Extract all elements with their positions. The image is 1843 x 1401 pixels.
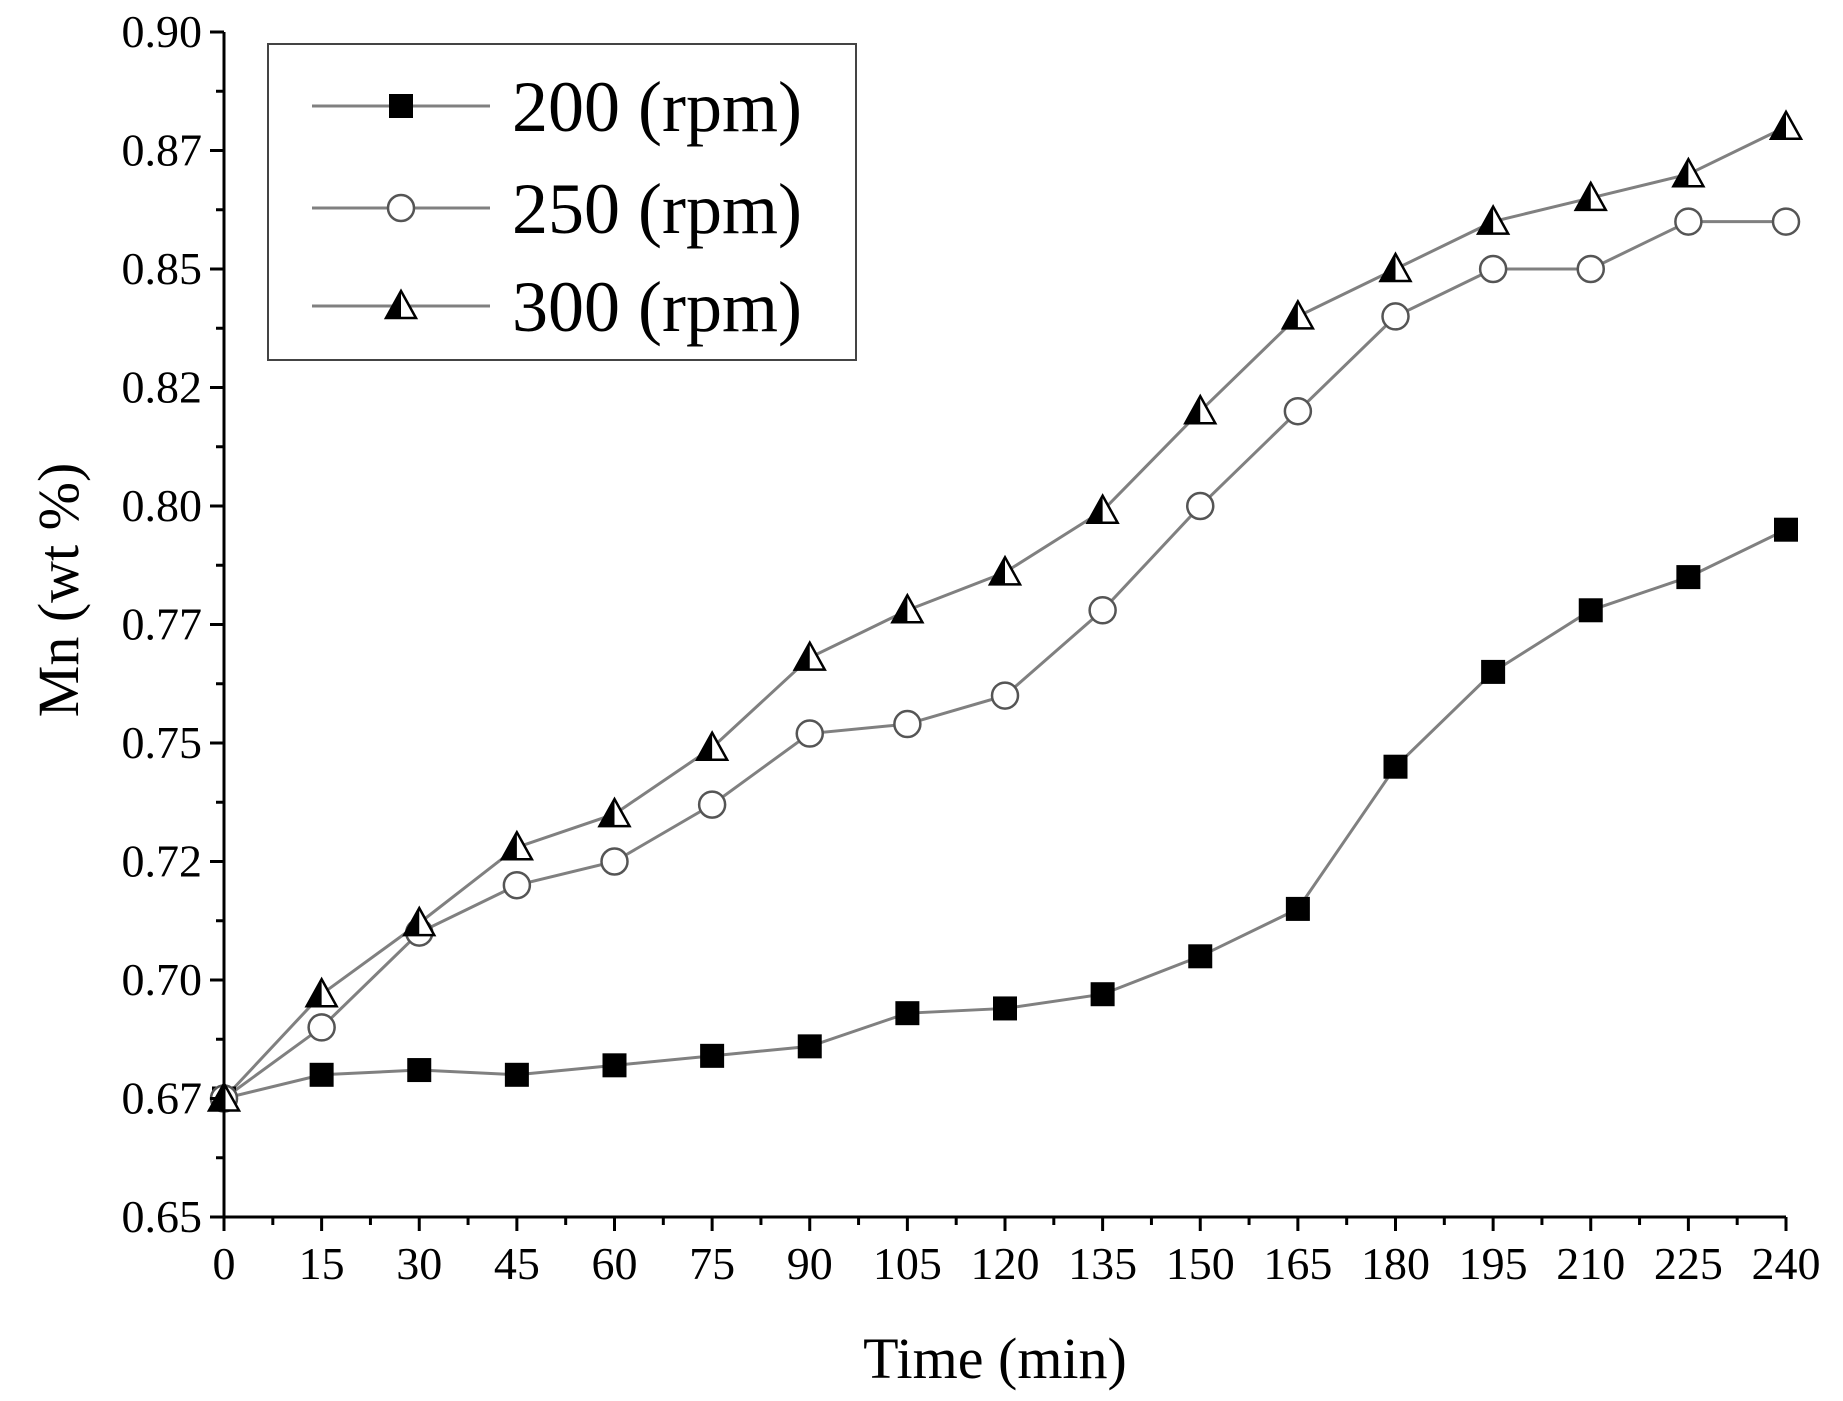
data-point-s1-10 (1186, 491, 1215, 521)
y-tick-label: 0.72 (122, 836, 203, 887)
x-tick-label: 105 (873, 1238, 942, 1289)
data-point-s2-9 (1085, 493, 1120, 524)
data-point-s0-9 (1090, 982, 1115, 1007)
data-point-s1-13 (1478, 254, 1508, 284)
legend-marker-1 (386, 193, 416, 223)
x-tick-label: 195 (1459, 1238, 1528, 1289)
legend-label: 300 (rpm) (512, 267, 802, 347)
y-tick-label: 0.70 (122, 954, 203, 1005)
data-point-s2-1 (304, 976, 339, 1008)
x-tick-label: 45 (494, 1238, 540, 1289)
x-tick-label: 225 (1654, 1238, 1723, 1289)
data-point-s1-6 (795, 719, 824, 748)
data-point-s0-1 (309, 1062, 334, 1087)
x-tick-label: 90 (787, 1238, 833, 1289)
data-point-s0-3 (504, 1062, 529, 1087)
data-point-s1-16 (1771, 207, 1801, 236)
data-point-s0-12 (1383, 754, 1408, 779)
data-point-s2-3 (499, 829, 534, 861)
y-tick-label: 0.65 (122, 1191, 203, 1242)
legend-items: 200 (rpm) 250 (rpm) 300 (rpm) (312, 67, 802, 347)
y-axis-title: Mn (wt %) (26, 463, 91, 718)
data-point-s0-2 (407, 1058, 432, 1083)
data-point-s0-4 (602, 1053, 627, 1078)
data-point-s2-2 (402, 905, 437, 937)
data-point-s1-4 (600, 847, 629, 876)
data-point-s2-4 (597, 796, 632, 828)
data-point-s1-7 (893, 709, 922, 739)
data-point-s2-14 (1573, 180, 1608, 212)
data-point-s1-8 (990, 681, 1020, 710)
data-point-s1-3 (502, 870, 532, 900)
data-point-s1-1 (307, 1013, 336, 1042)
y-tick-label: 0.87 (122, 125, 203, 176)
y-tick-label: 0.90 (122, 6, 203, 57)
x-tick-label: 0 (213, 1238, 236, 1289)
data-point-s1-12 (1381, 302, 1410, 331)
y-tick-label: 0.75 (122, 717, 203, 768)
data-point-s0-10 (1188, 944, 1213, 969)
x-tick-label: 240 (1752, 1238, 1821, 1289)
legend-label: 250 (rpm) (512, 169, 802, 249)
data-point-s0-7 (895, 1001, 920, 1026)
data-point-s1-15 (1674, 207, 1703, 236)
ticks-layer: 0.65 0.67 0.70 0.72 0.75 0.77 0.80 0.82 0.85 0.87… (122, 6, 1821, 1289)
x-tick-label: 135 (1068, 1238, 1137, 1289)
data-point-s1-11 (1283, 396, 1313, 426)
legend-label: 200 (rpm) (512, 67, 802, 147)
legend-item-0: 200 (rpm) (312, 67, 802, 147)
x-tick-label: 165 (1263, 1238, 1332, 1289)
x-tick-label: 210 (1556, 1238, 1625, 1289)
data-point-s2-13 (1476, 204, 1511, 235)
x-tick-label: 150 (1166, 1238, 1235, 1289)
legend: 200 (rpm) 250 (rpm) 300 (rpm) (267, 43, 857, 361)
data-point-s2-10 (1183, 393, 1218, 425)
data-point-s0-8 (993, 996, 1017, 1021)
data-point-s0-14 (1578, 598, 1603, 623)
data-point-s2-16 (1768, 109, 1804, 141)
x-tick-label: 75 (689, 1238, 735, 1289)
data-point-s2-12 (1378, 251, 1413, 283)
y-tick-label: 0.77 (122, 599, 203, 650)
data-point-s2-11 (1280, 298, 1315, 330)
y-tick-label: 0.85 (122, 243, 203, 294)
data-point-s1-14 (1576, 254, 1605, 284)
y-tick-label: 0.82 (122, 362, 203, 413)
data-point-s0-5 (700, 1043, 725, 1068)
x-tick-label: 180 (1361, 1238, 1430, 1289)
x-tick-label: 120 (971, 1238, 1040, 1289)
data-point-s2-7 (890, 592, 925, 624)
legend-marker-0 (389, 94, 413, 118)
x-tick-label: 15 (299, 1238, 345, 1289)
legend-marker-2 (383, 288, 419, 320)
data-point-s1-9 (1088, 596, 1117, 625)
y-tick-label: 0.67 (122, 1073, 203, 1124)
legend-item-2: 300 (rpm) (312, 267, 802, 347)
data-point-s2-5 (695, 730, 730, 761)
data-point-s0-11 (1285, 896, 1310, 921)
data-point-s0-16 (1774, 517, 1798, 542)
x-tick-label: 60 (592, 1238, 638, 1289)
x-axis-title: Time (min) (863, 1326, 1127, 1391)
data-point-s2-15 (1671, 156, 1706, 188)
data-point-s2-8 (987, 554, 1023, 586)
data-point-s1-5 (697, 790, 727, 819)
data-point-s0-15 (1676, 565, 1701, 590)
data-point-s0-6 (797, 1034, 822, 1059)
y-tick-label: 0.80 (122, 480, 203, 531)
data-point-s0-13 (1481, 659, 1506, 684)
x-tick-label: 30 (396, 1238, 442, 1289)
data-point-s2-6 (792, 640, 827, 671)
series-layer (206, 109, 1804, 1113)
legend-item-1: 250 (rpm) (312, 169, 802, 249)
